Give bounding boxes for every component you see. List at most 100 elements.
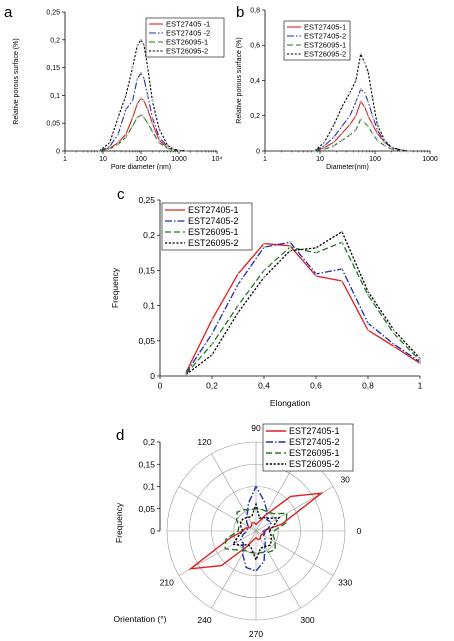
x-tick-label-b: 1 (263, 156, 267, 163)
y-tick-label-c: 0,1 (143, 301, 155, 311)
series-point-b-4 (407, 149, 410, 153)
x-tick-label-a: 1000 (171, 156, 187, 163)
series-point-b-1 (376, 132, 379, 135)
series-point-a-4 (117, 116, 120, 119)
series-point-a-1 (146, 108, 149, 111)
series-point-a-2 (124, 108, 127, 111)
x-tick-label-c: 0,6 (310, 381, 322, 391)
series-point-c-3 (392, 332, 396, 335)
series-point-b-2 (363, 91, 366, 94)
series-line-a-3 (99, 114, 186, 152)
x-tick-label-b: 10 (316, 156, 324, 163)
chart-d: 0 30 90 120 210 240 270 300 330 0 0,05 0,1 0,15 0,2 Fr… (113, 423, 361, 639)
series-point-a-2 (108, 145, 111, 148)
series-point-b-3 (371, 132, 374, 135)
x-axis-label-c: Elongation (270, 398, 310, 408)
series-point-c-4 (418, 357, 422, 360)
legend-label-b-4: EST26095-2 (304, 50, 346, 59)
legend-box-d (262, 423, 354, 472)
y-tick-label-b: 0,4 (250, 78, 260, 85)
series-point-b-4 (383, 139, 386, 142)
x-tick-label-c: 0,4 (258, 381, 270, 391)
series-point-c-1 (210, 318, 214, 321)
chart-c: 0 0,2 0,4 0,6 0,8 1 0 0,05 0,1 0,15 0,2 0,25 Elongat… (110, 195, 423, 408)
series-point-c-4 (184, 373, 188, 376)
x-tick-label-a: 10 (99, 156, 107, 163)
series-point-b-4 (313, 149, 316, 153)
series-point-a-4 (184, 149, 187, 153)
series-point-a-4 (98, 149, 101, 153)
series-point-a-2 (142, 77, 146, 80)
series-point-a-3 (166, 147, 169, 150)
series-line-a-4 (98, 38, 186, 152)
legend-label-a-3: EST26095-1 (166, 38, 208, 47)
panel-letter-a: a (4, 4, 13, 21)
series-point-a-3 (151, 130, 154, 133)
series-point-b-4 (367, 70, 370, 73)
series-point-b-4 (354, 79, 358, 82)
series-point-a-4 (166, 144, 169, 147)
series-point-c-1 (314, 274, 318, 278)
y-tick-label-b: 0,8 (250, 7, 260, 14)
legend-label-a-4: EST26095-2 (166, 47, 208, 56)
series-point-c-3 (236, 304, 240, 307)
series-point-c-2 (262, 246, 266, 249)
angle-tick-label: 270 (249, 629, 263, 639)
y-tick-label-c: 0,2 (143, 230, 155, 240)
series-point-c-4 (262, 276, 266, 279)
y-tick-label-a: 0,25 (46, 9, 60, 16)
series-line-c-1 (185, 242, 421, 373)
series-point-a-1 (142, 99, 146, 103)
x-axis-label-a: Pore diameter (nm) (111, 164, 171, 171)
series-point-c-4 (340, 230, 344, 233)
angle-tick-label: 210 (160, 578, 174, 588)
angle-tick-label: 90 (251, 423, 261, 433)
series-point-b-4 (323, 141, 326, 144)
series-point-a-4 (142, 44, 146, 47)
series-point-a-2 (136, 77, 139, 80)
series-point-b-2 (376, 128, 379, 131)
series-point-c-1 (340, 279, 344, 283)
series-point-a-3 (142, 116, 146, 119)
series-point-a-3 (131, 124, 134, 128)
series-point-c-3 (314, 251, 318, 254)
series-point-a-2 (117, 133, 120, 136)
chart-b: 1 10 100 1000 0 0,2 0,4 0,6 0,8 Diameter(nm) Relat… (236, 7, 438, 171)
x-tick-label-a: 100 (135, 156, 147, 163)
series-point-a-1 (124, 133, 127, 136)
series-point-a-3 (146, 122, 149, 125)
series-point-b-1 (340, 132, 343, 135)
polar-series-3 (224, 508, 288, 555)
y-tick-label-a: 0,05 (46, 121, 60, 128)
legend-label-b-2: EST27405-2 (304, 32, 346, 41)
series-point-a-2 (146, 94, 149, 97)
legend-label-a-2: EST27405 -2 (166, 29, 210, 38)
legend-label-d-2: EST27405-2 (289, 437, 340, 447)
x-tick-label-a: 1 (63, 156, 67, 163)
series-point-c-2 (236, 283, 240, 286)
series-point-a-1 (139, 97, 143, 100)
series-point-b-1 (367, 114, 370, 117)
series-point-c-2 (340, 267, 344, 271)
series-point-b-1 (363, 105, 366, 109)
legend-box-c (161, 202, 253, 251)
polar-spoke (255, 530, 334, 576)
series-point-a-4 (146, 66, 149, 69)
y-tick-label-c: 0,25 (138, 195, 155, 205)
x-tick-label-b: 1000 (422, 156, 438, 163)
series-line-a-2 (99, 72, 186, 152)
chart-a: 1 10 100 1000 10⁴ 0 0,05 0,1 0,15 0,2 0,25 Pore dia… (13, 9, 225, 171)
series-point-a-4 (136, 44, 139, 47)
angle-tick-label: 300 (300, 615, 314, 625)
y-tick-label-b: 0 (256, 148, 260, 155)
series-point-c-4 (392, 329, 396, 332)
series-point-b-4 (371, 97, 374, 100)
series-point-b-1 (323, 146, 326, 149)
x-axis-label-b: Diameter(nm) (326, 164, 369, 171)
series-line-b-3 (314, 118, 409, 152)
series-point-c-3 (210, 343, 214, 346)
series-point-a-4 (139, 38, 143, 41)
series-point-a-3 (136, 116, 139, 119)
series-point-b-3 (376, 139, 379, 142)
series-point-b-1 (332, 141, 336, 144)
